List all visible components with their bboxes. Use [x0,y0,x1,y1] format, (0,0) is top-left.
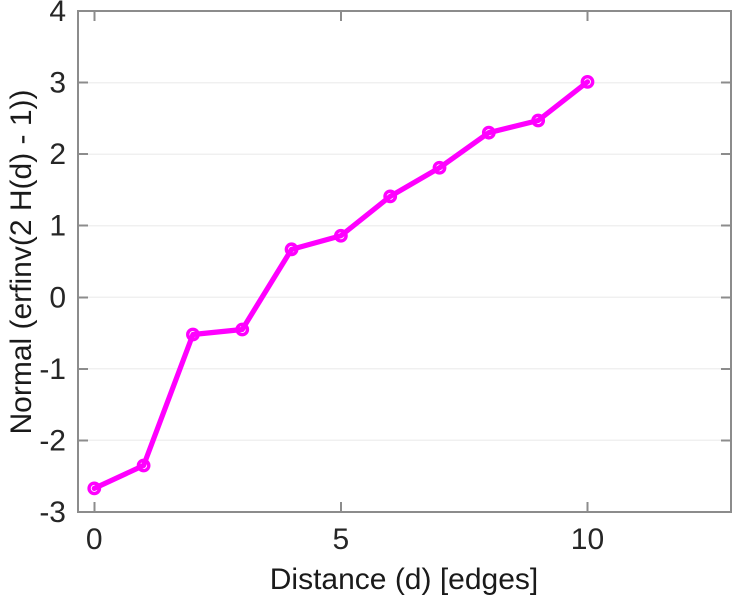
data-point-marker [136,458,151,473]
y-tick-label: -3 [39,496,66,529]
y-tick-label: 2 [49,138,66,171]
data-point-marker [235,322,250,337]
y-tick-label: 0 [49,281,66,314]
data-point-marker [383,189,398,204]
x-tick-label: 10 [571,523,604,556]
y-tick-label: -1 [39,353,66,386]
x-tick-label: 5 [333,523,350,556]
data-point-marker [87,481,102,496]
data-point-marker [284,242,299,257]
data-point-marker [531,113,546,128]
x-axis-title: Distance (d) [edges] [270,563,538,596]
y-tick-label: -2 [39,424,66,457]
ytick-marks-group [78,10,731,513]
ytick-labels-group: -3 -2 -1 0 1 2 3 4 [39,0,66,529]
plot-axes-box [76,9,733,514]
gridlines-group [78,81,731,442]
data-markers-group [87,74,595,496]
data-point-marker [333,228,348,243]
y-axis-title: Normal (erfinv(2 H(d) - 1)) [5,89,38,434]
data-point-marker [580,74,595,89]
data-point-marker [432,160,447,175]
xtick-labels-group: 0 5 10 [86,523,604,556]
y-tick-label: 3 [49,67,66,100]
data-point-marker [186,327,200,342]
data-line-series [91,79,591,491]
x-tick-label: 0 [86,523,103,556]
y-tick-label: 1 [49,210,66,243]
data-point-marker [481,125,496,140]
xtick-marks-group [93,11,589,512]
y-tick-label: 4 [49,0,66,28]
